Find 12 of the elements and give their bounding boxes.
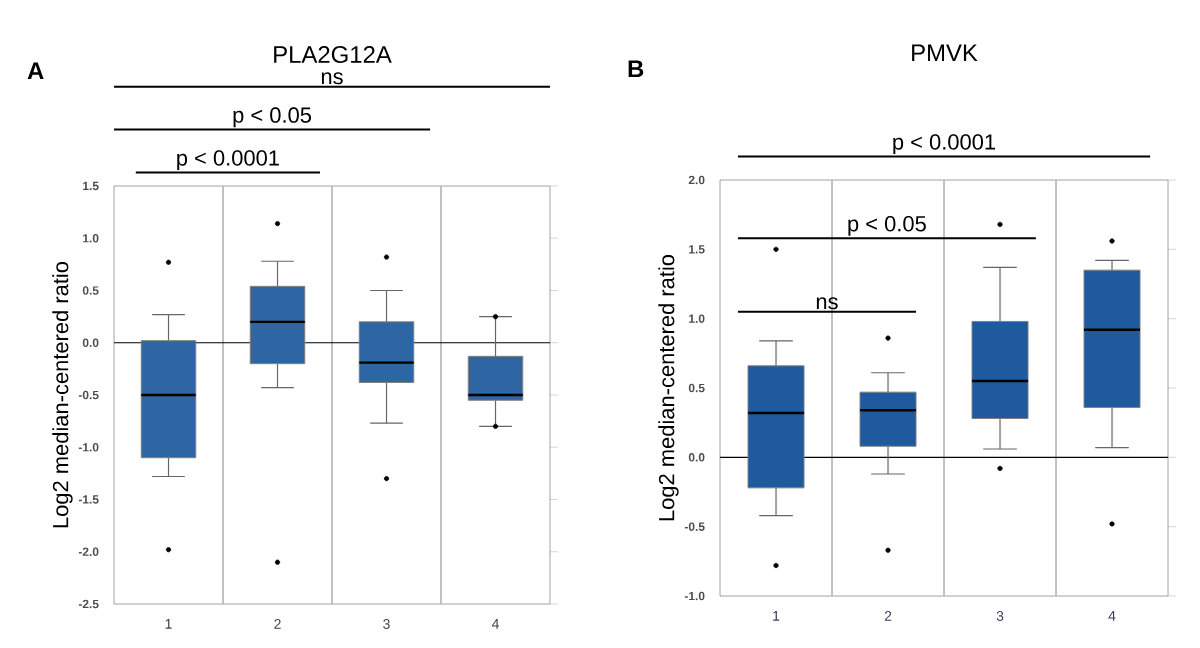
text: p < 0.0001	[893, 134, 996, 155]
chart-title: PMVK	[912, 44, 978, 61]
annotation: ns	[816, 297, 838, 310]
text: A	[27, 62, 44, 79]
text: p < 0.05	[233, 107, 312, 128]
annotation: p < 0.05	[848, 216, 926, 236]
chart-title: PLA2G12A	[274, 46, 392, 63]
text: p < 0.0001	[177, 150, 279, 171]
y-axis-title: Log2 median-centered ratio	[658, 254, 679, 521]
text: ns	[321, 72, 343, 85]
y-axis-title: Log2 median-centered ratio	[52, 261, 73, 528]
text: B	[628, 60, 644, 77]
